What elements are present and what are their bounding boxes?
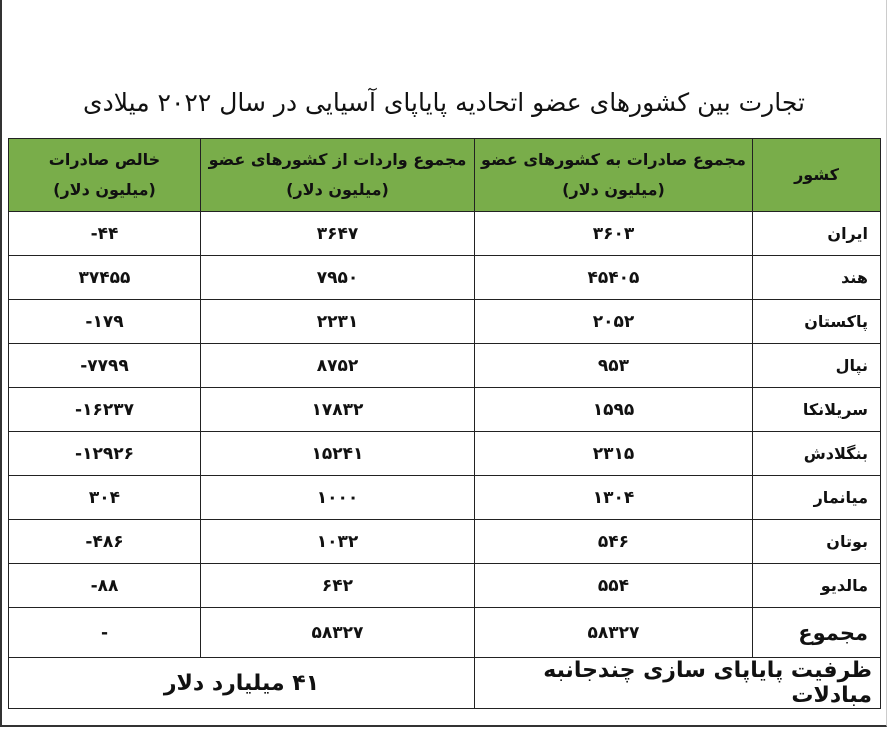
net-exports-cell: -۱۷۹: [8, 299, 201, 344]
capacity-label: ظرفیت پایاپای سازی چندجانبه مبادلات: [474, 657, 881, 709]
exports-cell: ۲۳۱۵: [474, 431, 753, 476]
table-row: نپال ۹۵۳ ۸۷۵۲ -۷۷۹۹: [8, 343, 881, 388]
country-cell: مالدیو: [752, 563, 881, 608]
country-cell: نپال: [752, 343, 881, 388]
imports-cell: ۱۷۸۳۲: [200, 387, 475, 432]
net-exports-cell: -۱۲۹۲۶: [8, 431, 201, 476]
exports-cell: ۹۵۳: [474, 343, 753, 388]
total-imports: ۵۸۳۲۷: [200, 607, 475, 658]
trade-table: کشور مجموع صادرات به کشورهای عضو (میلیون …: [8, 138, 881, 709]
net-exports-cell: -۴۸۶: [8, 519, 201, 564]
total-exports: ۵۸۳۲۷: [474, 607, 753, 658]
exports-cell: ۴۵۴۰۵: [474, 255, 753, 300]
country-cell: پاکستان: [752, 299, 881, 344]
table-row: مالدیو ۵۵۴ ۶۴۲ -۸۸: [8, 563, 881, 608]
country-cell: میانمار: [752, 475, 881, 520]
exports-cell: ۲۰۵۲: [474, 299, 753, 344]
capacity-value: ۴۱ میلیارد دلار: [8, 657, 475, 709]
country-cell: بنگلادش: [752, 431, 881, 476]
total-row: مجموع ۵۸۳۲۷ ۵۸۳۲۷-: [8, 607, 881, 658]
capacity-row: ظرفیت پایاپای سازی چندجانبه مبادلات ۴۱ می…: [8, 657, 881, 709]
exports-cell: ۱۳۰۴: [474, 475, 753, 520]
exports-cell: ۵۴۶: [474, 519, 753, 564]
table-row: میانمار ۱۳۰۴ ۱۰۰۰ ۳۰۴: [8, 475, 881, 520]
net-exports-cell: -۸۸: [8, 563, 201, 608]
header-country: کشور: [752, 138, 881, 212]
table-row: پاکستان ۲۰۵۲ ۲۲۳۱ -۱۷۹: [8, 299, 881, 344]
table-row: بوتان ۵۴۶ ۱۰۳۲ -۴۸۶: [8, 519, 881, 564]
header-imports: مجموع واردات از کشورهای عضو (میلیون دلار): [200, 138, 475, 212]
imports-cell: ۶۴۲: [200, 563, 475, 608]
imports-cell: ۸۷۵۲: [200, 343, 475, 388]
table-row: ایران ۳۶۰۳ ۳۶۴۷ -۴۴: [8, 211, 881, 256]
imports-cell: ۷۹۵۰: [200, 255, 475, 300]
imports-cell: ۱۰۰۰: [200, 475, 475, 520]
imports-cell: ۲۲۳۱: [200, 299, 475, 344]
net-exports-cell: -۷۷۹۹: [8, 343, 201, 388]
table-row: سریلانکا ۱۵۹۵ ۱۷۸۳۲ -۱۶۲۳۷: [8, 387, 881, 432]
imports-cell: ۳۶۴۷: [200, 211, 475, 256]
total-net: -: [8, 607, 201, 658]
net-exports-cell: -۴۴: [8, 211, 201, 256]
net-exports-cell: ۳۷۴۵۵: [8, 255, 201, 300]
imports-cell: ۱۵۲۴۱: [200, 431, 475, 476]
imports-cell: ۱۰۳۲: [200, 519, 475, 564]
header-net: خالص صادرات (میلیون دلار): [8, 138, 201, 212]
country-cell: سریلانکا: [752, 387, 881, 432]
exports-cell: ۱۵۹۵: [474, 387, 753, 432]
exports-cell: ۵۵۴: [474, 563, 753, 608]
page-title: تجارت بین کشورهای عضو اتحادیه پایاپای آس…: [83, 88, 805, 117]
table-header-row: کشور مجموع صادرات به کشورهای عضو (میلیون …: [8, 138, 881, 212]
country-cell: ایران: [752, 211, 881, 256]
net-exports-cell: ۳۰۴: [8, 475, 201, 520]
country-cell: هند: [752, 255, 881, 300]
table-row: هند ۴۵۴۰۵ ۷۹۵۰ ۳۷۴۵۵: [8, 255, 881, 300]
table-row: بنگلادش ۲۳۱۵ ۱۵۲۴۱ -۱۲۹۲۶: [8, 431, 881, 476]
total-label: مجموع: [752, 607, 881, 658]
net-exports-cell: -۱۶۲۳۷: [8, 387, 201, 432]
exports-cell: ۳۶۰۳: [474, 211, 753, 256]
country-cell: بوتان: [752, 519, 881, 564]
header-exports: مجموع صادرات به کشورهای عضو (میلیون دلار): [474, 138, 753, 212]
